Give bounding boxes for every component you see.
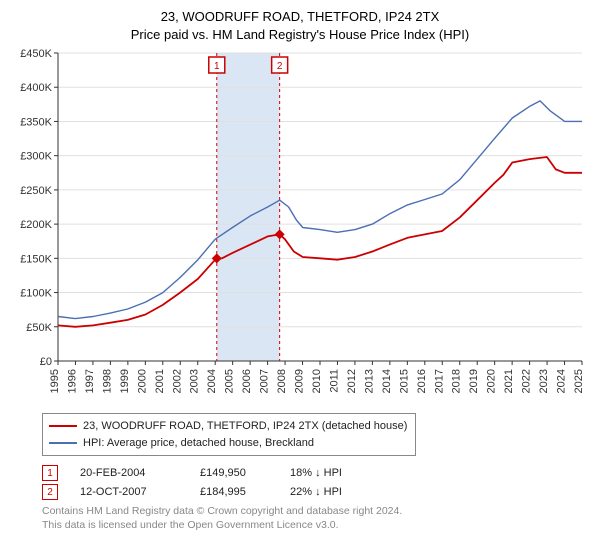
xtick-label: 2018 [451,369,463,393]
xtick-label: 2024 [556,369,568,393]
series-price_paid [58,157,582,327]
marker-badge-label: 1 [214,61,220,72]
xtick-label: 2025 [573,369,585,393]
xtick-label: 2013 [363,369,375,393]
legend-label: 23, WOODRUFF ROAD, THETFORD, IP24 2TX (d… [83,418,407,435]
licence-text: Contains HM Land Registry data © Crown c… [42,504,590,532]
sale-date: 12-OCT-2007 [80,486,200,498]
ytick-label: £300K [20,151,52,163]
ytick-label: £200K [20,219,52,231]
legend-label: HPI: Average price, detached house, Brec… [83,435,314,452]
title-line1: 23, WOODRUFF ROAD, THETFORD, IP24 2TX [161,9,440,24]
xtick-label: 2002 [171,369,183,393]
sale-badge: 2 [42,484,58,500]
sale-vs-hpi: 18% ↓ HPI [290,467,400,479]
ytick-label: £350K [20,117,52,129]
marker-badge-label: 2 [277,61,283,72]
xtick-label: 2000 [136,369,148,393]
xtick-label: 2019 [468,369,480,393]
legend: 23, WOODRUFF ROAD, THETFORD, IP24 2TX (d… [42,413,416,456]
legend-row: 23, WOODRUFF ROAD, THETFORD, IP24 2TX (d… [49,418,407,435]
legend-swatch [49,425,77,427]
xtick-label: 2007 [259,369,271,393]
title-line2: Price paid vs. HM Land Registry's House … [131,27,469,42]
legend-swatch [49,442,77,444]
xtick-label: 2010 [311,369,323,393]
xtick-label: 2016 [416,369,428,393]
price-chart: £0 £50K £100K £150K £200K £250K £300K £350K £400… [10,47,590,407]
shade-band [217,53,280,361]
legend-row: HPI: Average price, detached house, Brec… [49,435,407,452]
xtick-label: 2023 [538,369,550,393]
sale-price: £184,995 [200,486,290,498]
xtick-label: 2008 [276,369,288,393]
xtick-label: 1997 [84,369,96,393]
xtick-label: 2009 [294,369,306,393]
chart-title: 23, WOODRUFF ROAD, THETFORD, IP24 2TX Pr… [10,8,590,43]
ytick-label: £450K [20,48,52,60]
xtick-label: 2004 [206,369,218,393]
xtick-label: 2022 [521,369,533,393]
sale-price: £149,950 [200,467,290,479]
sale-vs-hpi: 22% ↓ HPI [290,486,400,498]
xtick-label: 2005 [224,369,236,393]
xtick-label: 2001 [154,369,166,393]
xtick-label: 2011 [328,369,340,393]
ytick-label: £50K [26,322,52,334]
ytick-label: £400K [20,82,52,94]
sale-table: 1 20-FEB-2004£149,95018% ↓ HPI 2 12-OCT-200… [42,465,590,500]
xtick-label: 1998 [101,369,113,393]
xtick-label: 2015 [398,369,410,393]
xtick-label: 2021 [503,369,515,393]
xtick-label: 2020 [486,369,498,393]
xtick-label: 2014 [381,369,393,393]
sale-row: 2 12-OCT-2007£184,99522% ↓ HPI [42,484,590,500]
sale-badge: 1 [42,465,58,481]
xtick-label: 2006 [241,369,253,393]
ytick-label: £250K [20,185,52,197]
sale-row: 1 20-FEB-2004£149,95018% ↓ HPI [42,465,590,481]
ytick-label: £150K [20,253,52,265]
ytick-label: £100K [20,288,52,300]
xtick-label: 2012 [346,369,358,393]
licence-line2: This data is licensed under the Open Gov… [42,519,339,531]
licence-line1: Contains HM Land Registry data © Crown c… [42,505,402,517]
xtick-label: 1996 [66,369,78,393]
sale-date: 20-FEB-2004 [80,467,200,479]
series-hpi [58,101,582,319]
xtick-label: 1999 [119,369,131,393]
xtick-label: 1995 [49,369,61,393]
xtick-label: 2017 [433,369,445,393]
ytick-label: £0 [40,356,52,368]
xtick-label: 2003 [189,369,201,393]
